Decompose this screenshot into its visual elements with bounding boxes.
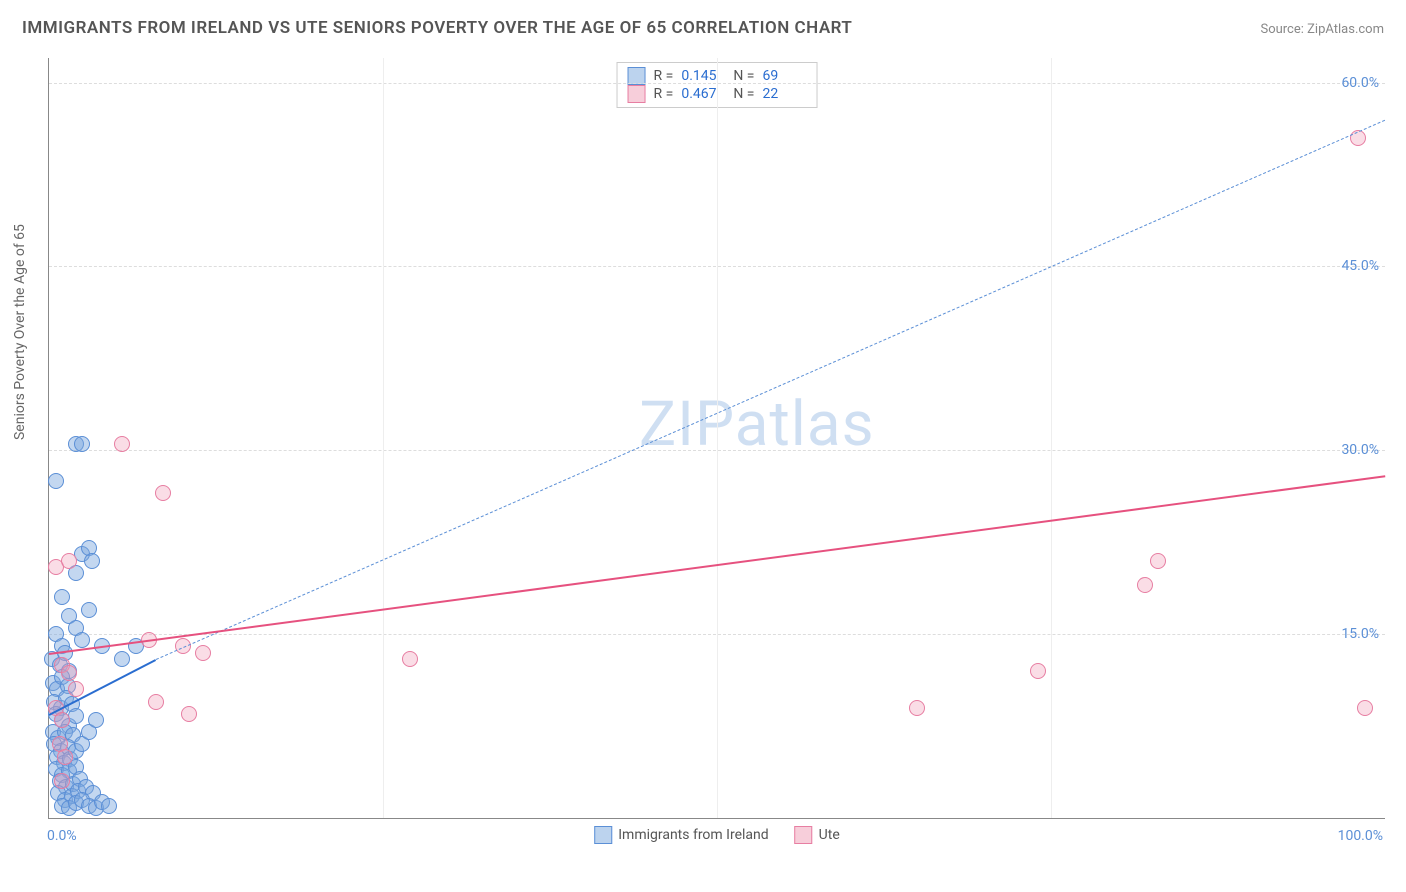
- data-point: [57, 749, 73, 765]
- data-point: [88, 712, 104, 728]
- stat-n-1: 22: [762, 86, 806, 102]
- data-point: [114, 436, 130, 452]
- swatch-series-1: [628, 85, 646, 103]
- data-point: [114, 651, 130, 667]
- y-tick: 60.0%: [1341, 75, 1379, 91]
- y-axis-label: Seniors Poverty Over the Age of 65: [12, 224, 28, 440]
- data-point: [1030, 663, 1046, 679]
- trend-line: [156, 119, 1386, 659]
- data-point: [402, 651, 418, 667]
- data-point: [155, 485, 171, 501]
- legend-series: Immigrants from Ireland Ute: [594, 826, 840, 844]
- stat-r-1: 0.467: [681, 86, 725, 102]
- y-tick: 30.0%: [1341, 442, 1379, 458]
- stat-label-n2: N =: [733, 86, 754, 102]
- data-point: [54, 712, 70, 728]
- data-point: [54, 773, 70, 789]
- data-point: [68, 681, 84, 697]
- data-point: [101, 798, 117, 814]
- data-point: [148, 694, 164, 710]
- data-point: [181, 706, 197, 722]
- data-point: [1150, 553, 1166, 569]
- data-point: [74, 436, 90, 452]
- legend-label-1: Ute: [819, 827, 840, 843]
- legend-swatch-0: [594, 826, 612, 844]
- data-point: [195, 645, 211, 661]
- data-point: [909, 700, 925, 716]
- gridline-v: [383, 58, 384, 818]
- chart-area: ZIPatlas R = 0.145 N = 69 R = 0.467 N = …: [48, 58, 1385, 819]
- stat-label-r2: R =: [654, 86, 674, 102]
- gridline-v: [1051, 58, 1052, 818]
- x-tick-min: 0.0%: [47, 828, 77, 844]
- legend-swatch-1: [795, 826, 813, 844]
- chart-title: IMMIGRANTS FROM IRELAND VS UTE SENIORS P…: [22, 18, 852, 38]
- data-point: [54, 589, 70, 605]
- legend-label-0: Immigrants from Ireland: [618, 827, 768, 843]
- y-tick: 45.0%: [1341, 258, 1379, 274]
- data-point: [81, 602, 97, 618]
- data-point: [61, 553, 77, 569]
- x-tick-max: 100.0%: [1338, 828, 1383, 844]
- data-point: [61, 665, 77, 681]
- source-label: Source: ZipAtlas.com: [1260, 22, 1384, 37]
- data-point: [1137, 577, 1153, 593]
- y-tick: 15.0%: [1341, 626, 1379, 642]
- data-point: [74, 632, 90, 648]
- data-point: [48, 473, 64, 489]
- data-point: [84, 553, 100, 569]
- data-point: [1357, 700, 1373, 716]
- gridline-v: [717, 58, 718, 818]
